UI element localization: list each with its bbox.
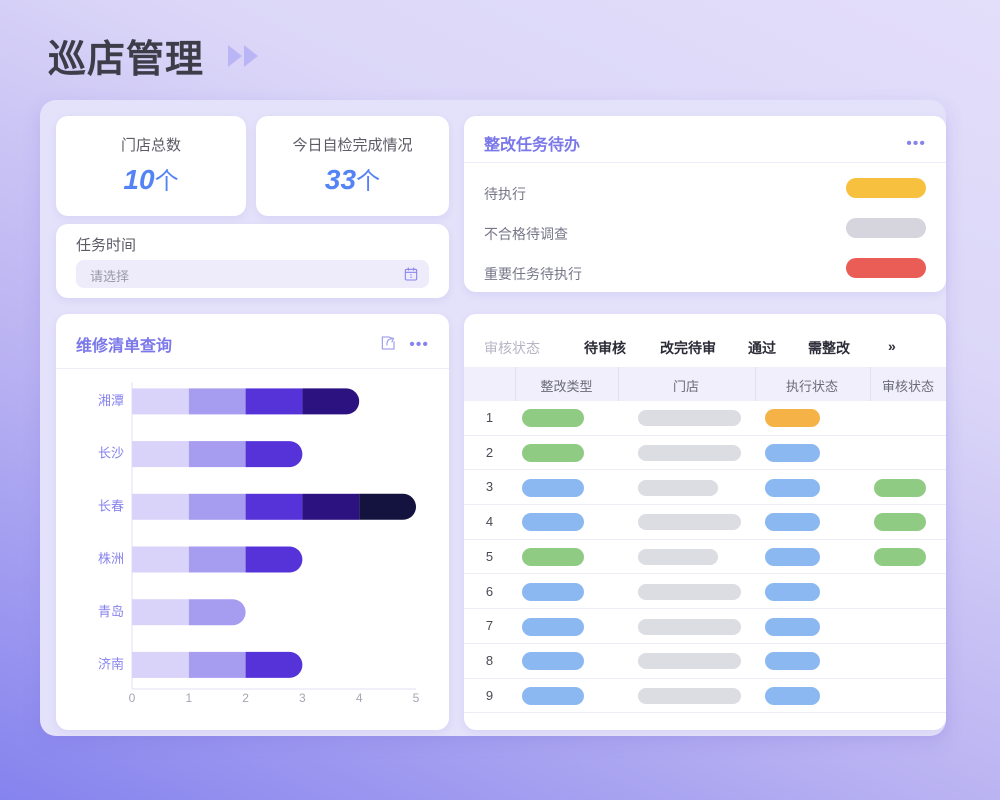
svg-text:2: 2 [242,691,249,702]
svg-text:济南: 济南 [98,657,124,672]
svg-text:5: 5 [413,691,420,702]
svg-text:株洲: 株洲 [98,551,124,566]
svg-text:青岛: 青岛 [98,604,124,619]
svg-text:1: 1 [410,274,413,280]
svg-text:长春: 长春 [98,498,124,513]
svg-text:湘潭: 湘潭 [98,393,124,408]
svg-text:1: 1 [185,691,192,702]
svg-text:4: 4 [356,691,363,702]
svg-text:0: 0 [129,691,136,702]
svg-text:长沙: 长沙 [98,446,124,461]
svg-text:3: 3 [299,691,306,702]
